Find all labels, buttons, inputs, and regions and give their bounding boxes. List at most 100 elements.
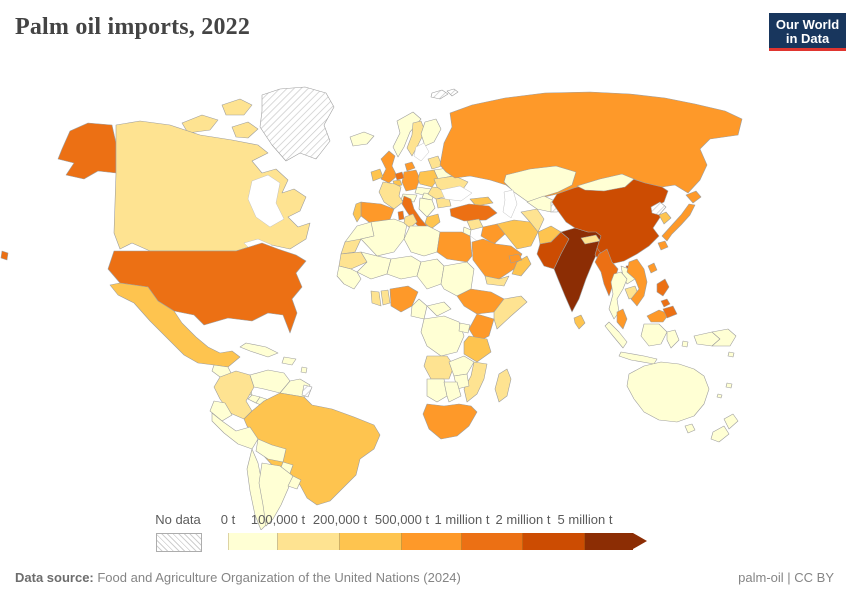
country-egypt[interactable] [436,231,473,263]
country-tanzania[interactable] [463,335,492,363]
country-china[interactable] [551,175,669,265]
country-canada-arctic1[interactable] [181,114,219,134]
country-tunisia[interactable] [403,213,418,229]
country-western-sahara[interactable] [340,238,362,255]
country-finland[interactable] [420,118,442,147]
country-zambia[interactable] [448,355,475,377]
country-cameroon[interactable] [410,298,428,320]
country-north-korea[interactable] [650,201,667,216]
country-somalia[interactable] [493,295,528,330]
country-mexico[interactable] [109,282,241,368]
country-indonesia-java[interactable] [618,351,658,365]
country-alaska[interactable] [57,122,117,180]
country-ecuador[interactable] [209,400,233,422]
country-kazakhstan[interactable] [503,165,577,203]
country-malaysia-borneo[interactable] [646,309,670,323]
country-indonesia-maluku[interactable] [681,340,689,348]
legend-seg-1m-2m[interactable] [462,533,523,550]
country-japan-honshu[interactable] [661,203,696,242]
country-canada-arctic3[interactable] [231,121,259,139]
license-note[interactable]: palm-oil | CC BY [738,570,834,585]
country-philippines-visayas[interactable] [660,298,671,308]
country-balkans[interactable] [418,197,436,218]
country-georgia-azerbaijan[interactable] [469,196,494,207]
country-iceland[interactable] [349,131,375,147]
country-netherlands[interactable] [394,171,405,181]
country-south-korea[interactable] [658,211,672,225]
country-niger[interactable] [386,255,422,280]
country-uganda[interactable] [458,322,471,334]
country-portugal[interactable] [352,201,362,223]
legend-no-data-swatch[interactable] [156,533,202,552]
legend-seg-0-100k[interactable] [228,533,278,550]
legend-seg-500k-1m[interactable] [402,533,462,550]
country-namibia[interactable] [426,378,448,403]
country-madagascar[interactable] [494,368,512,403]
country-libya[interactable] [403,225,441,257]
country-sri-lanka[interactable] [573,314,586,330]
country-malaysia-peninsula[interactable] [616,308,628,330]
country-botswana[interactable] [443,381,462,403]
country-uae[interactable] [508,253,523,264]
country-greece[interactable] [424,213,441,230]
country-svalbard[interactable] [430,89,449,100]
country-iraq[interactable] [480,223,506,245]
country-svalbard-2[interactable] [446,88,459,97]
country-united-kingdom[interactable] [380,150,398,184]
country-turkey[interactable] [449,203,498,222]
country-japan-kyushu[interactable] [657,240,669,251]
country-australia[interactable] [626,361,710,423]
country-drc[interactable] [420,315,465,357]
country-mali[interactable] [356,251,392,280]
country-mauritania[interactable] [338,251,368,270]
country-togo-benin[interactable] [380,289,391,306]
country-ethiopia[interactable] [456,288,505,315]
country-ireland[interactable] [370,168,384,182]
country-uruguay[interactable] [287,475,302,490]
country-denmark[interactable] [404,161,416,172]
country-algeria[interactable] [360,218,408,257]
country-indonesia-sumatra[interactable] [604,321,628,349]
country-philippines-luzon[interactable] [656,278,670,297]
country-sardinia[interactable] [397,210,405,221]
country-chile[interactable] [246,448,269,530]
country-syria[interactable] [466,218,484,231]
country-yemen[interactable] [484,275,510,287]
country-cuba[interactable] [239,342,279,358]
country-oman[interactable] [511,255,532,277]
country-new-zealand-north[interactable] [723,413,739,430]
country-central-african-republic[interactable] [426,301,452,317]
country-taiwan[interactable] [647,262,658,274]
legend-seg-100k-200k[interactable] [278,533,340,550]
country-hispaniola[interactable] [281,356,297,366]
country-solomon-islands[interactable] [727,351,735,358]
country-germany[interactable] [401,169,421,192]
legend-seg-200k-500k[interactable] [340,533,402,550]
country-angola[interactable] [423,355,455,380]
country-tasmania[interactable] [684,423,696,434]
legend-seg-2m-5m[interactable] [523,533,585,550]
country-indonesia-sulawesi[interactable] [666,329,680,349]
legend-seg-5m-plus[interactable] [585,533,633,550]
country-canada-arctic2[interactable] [221,98,253,116]
country-french-guiana[interactable] [301,384,313,398]
country-mozambique[interactable] [463,361,488,403]
country-greenland[interactable] [259,86,335,162]
country-turkmenistan[interactable] [520,208,545,233]
country-indonesia-kalimantan[interactable] [640,323,668,347]
country-south-africa[interactable] [422,403,478,440]
country-new-caledonia[interactable] [716,393,723,399]
country-peru[interactable] [211,412,259,450]
country-us-pacific-island[interactable] [0,250,9,261]
country-vietnam[interactable] [626,258,648,307]
country-senegal-guinea[interactable] [336,265,362,290]
country-caribbean[interactable] [300,366,308,374]
owid-logo[interactable]: Our World in Data [769,13,846,51]
country-iran[interactable] [496,219,539,250]
country-japan-hokkaido[interactable] [685,190,702,204]
country-new-zealand-south[interactable] [710,425,730,443]
country-argentina[interactable] [258,462,294,527]
country-baltics[interactable] [427,155,443,170]
country-papua-new-guinea[interactable] [711,328,737,347]
country-philippines-mindanao[interactable] [662,305,678,319]
